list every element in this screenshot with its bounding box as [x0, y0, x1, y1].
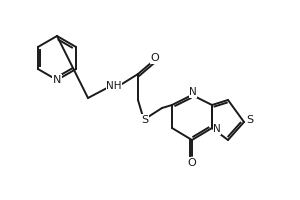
Text: N: N — [189, 87, 197, 97]
Text: S: S — [246, 115, 254, 125]
Text: O: O — [188, 158, 196, 168]
Text: NH: NH — [106, 81, 122, 91]
Text: S: S — [141, 115, 148, 125]
Text: N: N — [53, 75, 61, 85]
Text: O: O — [151, 53, 159, 63]
Text: N: N — [213, 124, 221, 134]
